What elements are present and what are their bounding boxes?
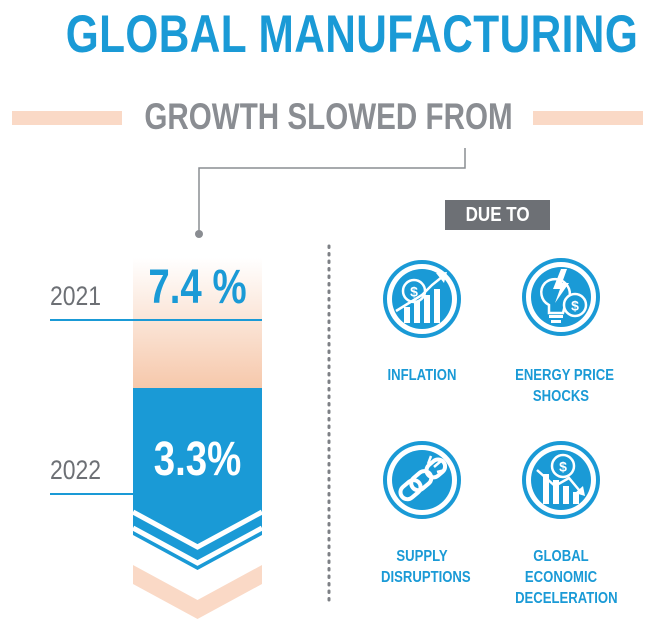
- factor-label-line: GLOBAL: [533, 548, 589, 565]
- subtitle-bar-left: [12, 111, 122, 125]
- page-subtitle: GROWTH SLOWED FROM: [144, 96, 513, 137]
- factor-label-supply: SUPPLY DISRUPTIONS: [372, 546, 472, 588]
- factor-label-line: SHOCKS: [532, 388, 590, 405]
- band-2021: [133, 258, 262, 388]
- factor-label-line: ENERGY PRICE: [515, 367, 614, 384]
- factor-label-line: DECELERATION: [515, 590, 618, 607]
- value-2021: 7.4 %: [148, 261, 247, 314]
- chevron-white-2: [131, 525, 264, 566]
- connector-dot: [195, 230, 203, 238]
- due-to-badge: DUE TO: [445, 200, 550, 230]
- chevron-peach: [133, 565, 262, 619]
- svg-text:$: $: [571, 298, 579, 314]
- energy-price-icon: $: [522, 258, 600, 336]
- economic-decline-icon: $: [522, 441, 600, 519]
- broken-chain-icon: [383, 441, 461, 519]
- connector-line: [198, 148, 466, 232]
- value-2022: 3.3%: [153, 433, 242, 486]
- factor-label-global: GLOBAL ECONOMIC DECELERATION: [505, 546, 618, 609]
- factor-label-line: SUPPLY: [396, 548, 448, 565]
- due-to-badge-bg: [445, 200, 550, 230]
- page-title: GLOBAL MANUFACTURING: [65, 5, 639, 64]
- factor-label-energy: ENERGY PRICE SHOCKS: [505, 365, 617, 407]
- factor-label-line: DISRUPTIONS: [381, 569, 471, 586]
- year-2021: 2021: [50, 281, 102, 311]
- year-2022: 2022: [50, 455, 102, 485]
- chevron-white-1: [131, 509, 264, 550]
- due-to-label: DUE TO: [465, 204, 530, 226]
- band-2022: [133, 388, 262, 570]
- inflation-icon: $: [383, 260, 461, 338]
- factor-label-line: INFLATION: [387, 367, 457, 384]
- svg-text:$: $: [559, 459, 567, 475]
- factor-label-line: ECONOMIC: [524, 569, 598, 586]
- factor-label-inflation: INFLATION: [372, 365, 472, 386]
- subtitle-bar-right: [533, 111, 643, 125]
- svg-text:$: $: [410, 284, 418, 300]
